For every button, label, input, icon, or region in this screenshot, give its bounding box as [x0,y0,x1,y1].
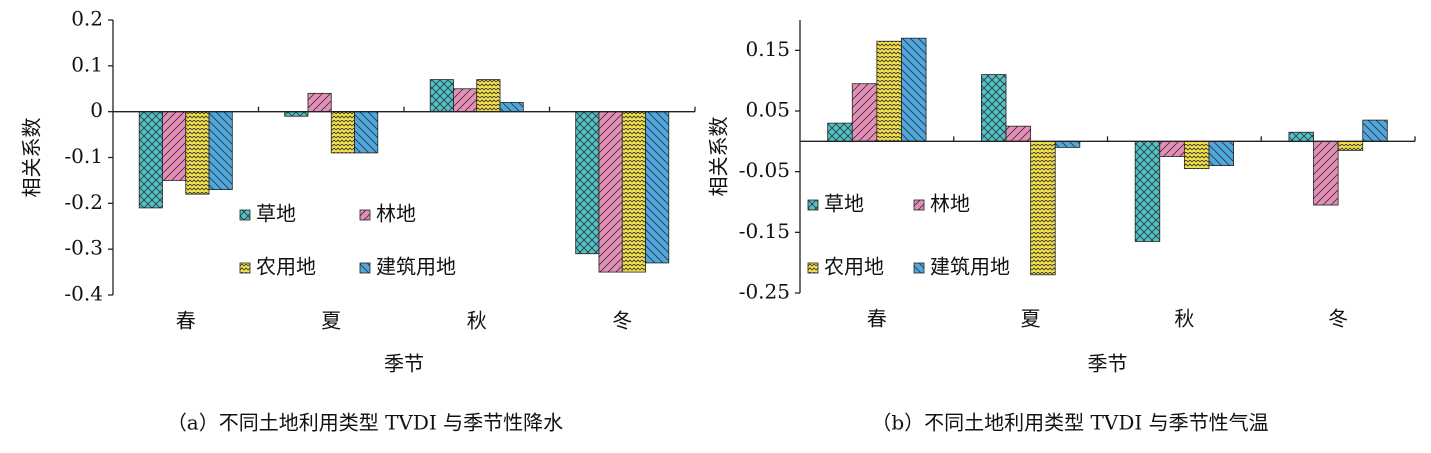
y-axis-title: 相关系数 [707,117,731,197]
legend-swatch [807,262,819,274]
bar [1159,140,1185,157]
x-tick-label: 冬 [1328,307,1348,331]
bar [307,92,332,113]
y-tick-label: 0.05 [745,98,790,122]
legend-label: 建筑用地 [376,255,456,279]
bar [1030,140,1056,276]
bar [1183,140,1210,170]
y-tick-label: -0.3 [64,236,103,260]
bar [598,111,623,273]
legend-swatch [239,209,251,221]
x-tick-label: 春 [867,307,887,331]
y-tick-label: 0.2 [71,7,103,31]
bar [645,111,670,264]
legend-label: 建筑用地 [930,255,1010,279]
bar [1362,119,1388,142]
x-tick-label: 夏 [321,309,341,333]
bar [354,111,379,154]
x-tick-label: 秋 [1174,307,1194,331]
y-tick-label: -0.4 [64,282,103,306]
bar [284,111,309,117]
bar [499,102,524,113]
x-axis-title: 季节 [1088,352,1128,376]
x-tick-label: 夏 [1021,307,1041,331]
legend-swatch [359,209,371,221]
y-tick-label: -0.2 [64,190,103,214]
bar [876,40,902,142]
bar [981,74,1007,142]
bar [1313,140,1339,206]
y-tick-label: 0.1 [71,52,103,76]
legend-swatch [807,199,819,211]
y-tick-label: 0 [90,98,103,122]
bar [330,111,355,154]
bar [453,88,478,113]
legend-label: 草地 [824,192,864,216]
legend-label: 农用地 [256,255,316,279]
bar [1134,140,1161,242]
y-tick-label: -0.05 [739,158,790,182]
bar [1288,131,1314,142]
bar [162,111,187,181]
y-tick-label: 0.15 [745,37,790,61]
bar [901,37,927,142]
legend-swatch [239,262,251,274]
bar [185,111,210,195]
legend-label: 草地 [256,202,296,226]
x-tick-label: 春 [176,309,196,333]
legend-swatch [359,262,371,274]
x-axis-title: 季节 [384,352,424,376]
bar [1005,125,1032,142]
legend-label: 农用地 [824,255,884,279]
bar [208,111,233,190]
caption: （b）不同土地利用类型 TVDI 与季节性气温 [871,411,1268,435]
y-tick-label: -0.1 [64,144,103,168]
y-tick-label: -0.25 [739,280,790,304]
legend-swatch [913,199,925,211]
bar [429,79,454,113]
bar [621,111,646,273]
y-tick-label: -0.15 [739,219,790,243]
bar [138,111,163,209]
legend-label: 林地 [930,192,970,216]
bar [476,79,501,113]
bar [851,83,878,142]
legend-label: 林地 [376,202,416,226]
caption: （a）不同土地利用类型 TVDI 与季节性降水 [167,411,563,435]
bar [1337,140,1364,151]
legend-swatch [913,262,925,274]
y-axis-title: 相关系数 [20,118,44,198]
bar [1054,140,1081,148]
bar [1208,140,1234,166]
x-tick-label: 秋 [467,309,487,333]
bar [827,122,853,142]
x-tick-label: 冬 [612,309,632,333]
bar [575,111,600,255]
